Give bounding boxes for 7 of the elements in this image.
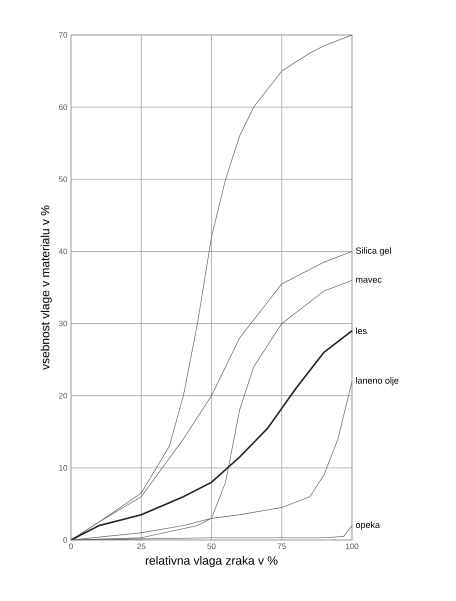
series-label: laneno olje xyxy=(356,377,398,386)
series-label: Silica gel xyxy=(356,247,391,256)
series-label: mavec xyxy=(356,278,382,283)
series-label: opeka xyxy=(356,521,380,530)
y-axis-title: vsebnost vlage v materialu v % xyxy=(40,206,52,370)
x-axis-title: relativna vlaga zraka v % xyxy=(146,556,278,568)
series-label: les xyxy=(356,327,367,334)
